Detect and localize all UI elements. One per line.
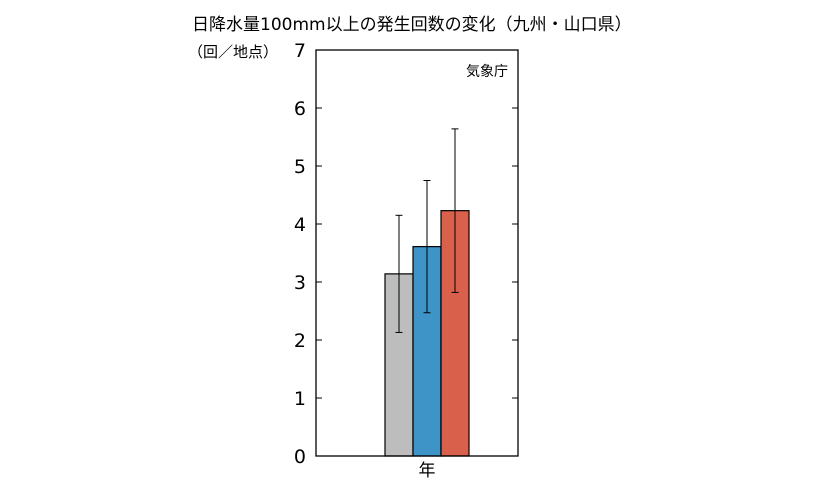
y-tick-label-7: 7 — [294, 40, 306, 62]
y-axis-unit-label: （回／地点） — [188, 43, 279, 61]
y-axis-ticks — [316, 107, 518, 399]
chart-title: 日降水量100mm以上の発生回数の変化（九州・山口県） — [192, 15, 632, 35]
y-tick-label-6: 6 — [294, 98, 306, 120]
y-tick-label-2: 2 — [294, 330, 306, 352]
y-tick-label-5: 5 — [294, 156, 306, 178]
y-tick-label-3: 3 — [294, 272, 306, 294]
y-tick-label-4: 4 — [294, 214, 306, 236]
y-tick-label-0: 0 — [294, 446, 306, 468]
bars — [384, 128, 470, 457]
y-tick-label-1: 1 — [294, 388, 306, 410]
x-axis-tick-labels: 年 — [419, 461, 436, 481]
source-label: 気象庁 — [466, 64, 508, 80]
y-axis-tick-labels: 0 1 2 3 4 5 6 7 — [294, 40, 306, 468]
plot-frame — [315, 49, 519, 457]
x-tick-label-0: 年 — [419, 461, 436, 481]
